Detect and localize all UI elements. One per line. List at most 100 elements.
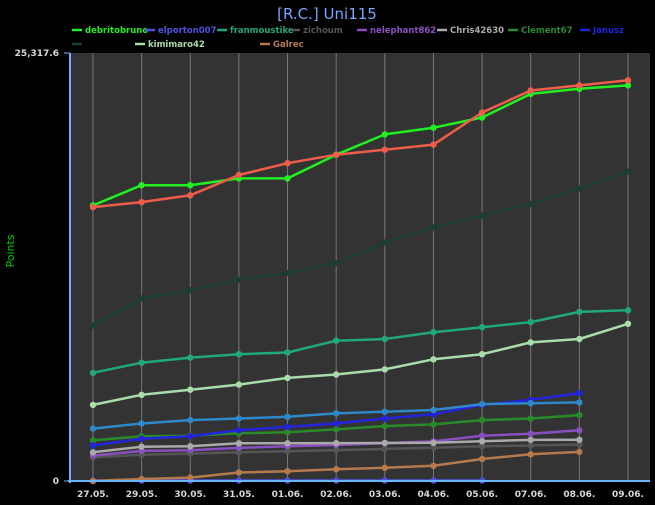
legend-label: zichoum: [303, 26, 343, 36]
data-point: [235, 276, 243, 283]
legend-label: Clement67: [521, 26, 573, 36]
x-tick-label: 07.06.: [515, 490, 547, 500]
data-point: [138, 198, 145, 206]
legend-item: Janusz: [580, 26, 624, 36]
data-point: [333, 337, 340, 344]
data-point: [89, 449, 97, 456]
data-point: [576, 436, 583, 443]
data-point: [478, 416, 486, 424]
data-point: [138, 359, 145, 366]
data-point: [235, 381, 243, 388]
data-point: [284, 374, 291, 382]
data-point: [284, 160, 291, 167]
x-tick-label: 09.06.: [612, 490, 644, 500]
data-point: [89, 401, 97, 409]
data-point: [138, 420, 145, 427]
data-point: [381, 445, 388, 453]
data-point: [284, 448, 291, 455]
data-point: [527, 436, 534, 444]
legend-item: franmoustike: [217, 26, 294, 36]
legend: debritobruno elporton007 franmoustike zicho…: [72, 26, 624, 50]
data-point: [187, 443, 194, 450]
series-line: [92, 79, 629, 209]
legend-label: franmoustike: [230, 26, 294, 36]
axes: 25,317.6 0 27.05. 29.05. 30.05. 31.05. 01.06. 0…: [15, 49, 650, 500]
data-point: [284, 175, 291, 182]
legend-item: elporton007: [145, 26, 217, 36]
grid: [92, 53, 629, 481]
data-point: [576, 335, 583, 343]
data-point: [235, 415, 243, 422]
data-point: [478, 109, 486, 116]
data-point: [187, 416, 194, 424]
data-point: [576, 82, 583, 89]
series-group: [89, 77, 632, 485]
data-point: [527, 400, 534, 407]
series-chris42630: [89, 436, 583, 456]
data-point: [333, 426, 340, 433]
legend-item: nelephant862: [357, 26, 436, 36]
series-obiweeds: [89, 399, 583, 432]
x-tick-label: 04.06.: [418, 490, 450, 500]
data-point: [284, 468, 291, 475]
x-tick-label: 31.05.: [223, 490, 255, 500]
data-point: [478, 212, 486, 219]
data-point: [576, 441, 583, 448]
x-tick-label: 01.06.: [272, 490, 304, 500]
data-point: [624, 307, 632, 314]
data-point: [430, 462, 437, 469]
x-tick-label: 30.05.: [174, 490, 206, 500]
series-line: [92, 322, 629, 407]
y-tick-label: 25,317.6: [15, 49, 59, 59]
data-point: [333, 151, 340, 158]
data-point: [89, 369, 97, 376]
data-point: [430, 444, 437, 451]
data-point: [430, 141, 437, 148]
data-point: [576, 389, 583, 397]
series-spoutnik42: [89, 77, 632, 211]
x-tick-label: 02.06.: [320, 490, 352, 500]
data-point: [333, 446, 340, 454]
data-point: [333, 420, 340, 427]
data-point: [430, 406, 437, 414]
legend-label: Galrec: [273, 40, 304, 50]
data-point: [527, 318, 534, 326]
data-point: [284, 349, 291, 356]
series-line: [92, 309, 629, 375]
data-point: [478, 114, 486, 121]
data-point: [576, 448, 583, 456]
data-point: [284, 269, 291, 277]
data-point: [430, 124, 437, 131]
legend-item: Galrec: [260, 40, 304, 50]
legend-label: Chris42630: [450, 26, 504, 36]
data-point: [187, 433, 194, 440]
x-tick-label: 08.06.: [563, 490, 595, 500]
data-point: [576, 308, 583, 316]
data-point: [187, 474, 194, 481]
data-point: [333, 371, 340, 378]
data-point: [527, 442, 534, 449]
data-point: [527, 87, 534, 94]
data-point: [527, 200, 534, 207]
x-tick-label: 29.05.: [126, 490, 158, 500]
y-axis-label: Points: [4, 234, 17, 267]
legend-item: Chris42630: [437, 26, 504, 36]
data-point: [527, 451, 534, 458]
data-point: [333, 410, 340, 417]
data-point: [187, 286, 194, 294]
legend-label: debritobruno: [85, 26, 148, 36]
data-point: [333, 466, 340, 473]
data-point: [381, 422, 388, 430]
data-point: [235, 444, 243, 452]
data-point: [381, 239, 388, 246]
data-point: [89, 425, 97, 432]
data-point: [138, 391, 145, 398]
legend-label: kimimaro42: [148, 40, 205, 50]
series-kimimaro42: [89, 320, 632, 409]
x-tick-label: 03.06.: [369, 490, 401, 500]
data-point: [478, 438, 486, 445]
data-point: [235, 469, 243, 476]
data-point: [430, 329, 437, 336]
data-point: [381, 146, 388, 153]
